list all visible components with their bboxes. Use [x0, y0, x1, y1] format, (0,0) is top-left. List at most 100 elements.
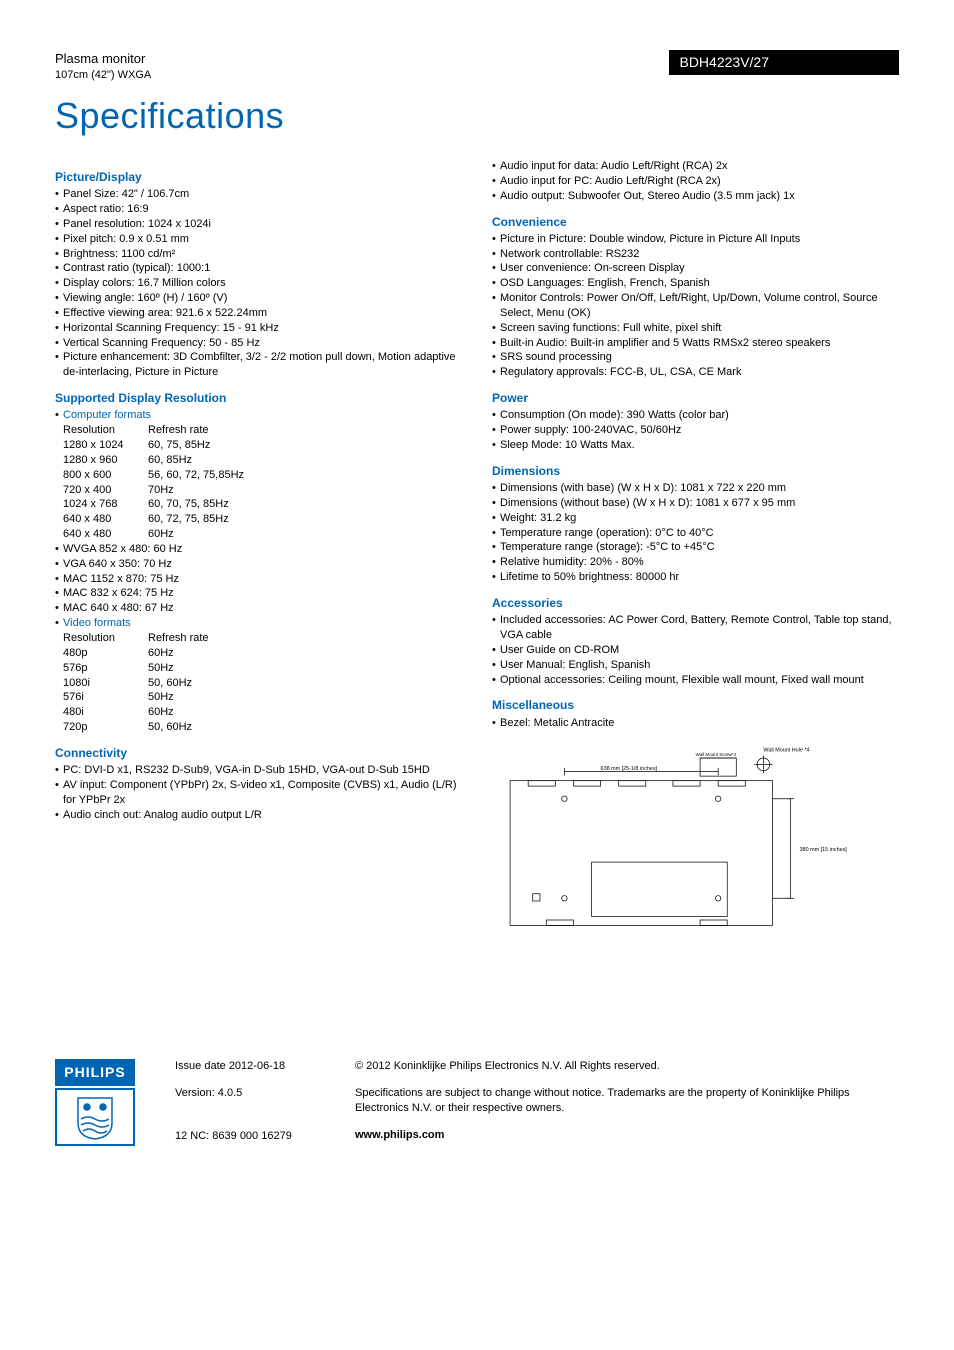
col-header: Refresh rate [148, 423, 462, 438]
spec-item: OSD Languages: English, French, Spanish [492, 276, 899, 291]
logo-shield-icon [55, 1088, 135, 1146]
spec-item: Horizontal Scanning Frequency: 15 - 91 k… [55, 321, 462, 336]
res-cell: 70Hz [148, 483, 462, 498]
computer-formats-table: ResolutionRefresh rate 1280 x 102460, 75… [63, 423, 462, 542]
spec-item: Contrast ratio (typical): 1000:1 [55, 261, 462, 276]
res-cell: 60Hz [148, 705, 462, 720]
left-column: Picture/Display Panel Size: 42" / 106.7c… [55, 159, 462, 949]
spec-item: Lifetime to 50% brightness: 80000 hr [492, 570, 899, 585]
res-cell: 480i [63, 705, 148, 720]
res-cell: 60, 75, 85Hz [148, 438, 462, 453]
spec-item: Built-in Audio: Built-in amplifier and 5… [492, 336, 899, 351]
spec-item: Picture enhancement: 3D Combfilter, 3/2 … [55, 350, 462, 380]
res-cell: 640 x 480 [63, 527, 148, 542]
spec-item: Bezel: Metalic Antracite [492, 716, 899, 731]
website-url: www.philips.com [355, 1128, 899, 1143]
spec-item: Screen saving functions: Full white, pix… [492, 321, 899, 336]
spec-item: Display colors: 16.7 Million colors [55, 276, 462, 291]
computer-formats-label: Computer formats [63, 409, 151, 421]
diagram-height-label: 380 mm [15 inches] [800, 848, 848, 854]
page-header: Plasma monitor 107cm (42") WXGA BDH4223V… [55, 50, 899, 82]
dimensions-head: Dimensions [492, 463, 899, 479]
mounting-diagram: Wall Mount Hole *4 Wall Mount Screw*4 63… [492, 744, 872, 944]
col-header: Resolution [63, 423, 148, 438]
spec-item: Weight: 31.2 kg [492, 511, 899, 526]
spec-item: Audio input for data: Audio Left/Right (… [492, 159, 899, 174]
res-cell: 50Hz [148, 661, 462, 676]
accessories-head: Accessories [492, 595, 899, 611]
diagram-top-label: Wall Mount Hole *4 [763, 748, 809, 754]
res-cell: 60, 85Hz [148, 453, 462, 468]
spec-item: Temperature range (storage): -5°C to +45… [492, 540, 899, 555]
res-cell: 60, 72, 75, 85Hz [148, 512, 462, 527]
res-cell: 50, 60Hz [148, 676, 462, 691]
res-cell: 800 x 600 [63, 468, 148, 483]
nc-number: 12 NC: 8639 000 16279 [175, 1129, 315, 1144]
convenience-list: Picture in Picture: Double window, Pictu… [492, 232, 899, 380]
spec-item: MAC 640 x 480: 67 Hz [55, 601, 462, 616]
col-header: Refresh rate [148, 631, 462, 646]
spec-item: Pixel pitch: 0.9 x 0.51 mm [55, 232, 462, 247]
convenience-head: Convenience [492, 214, 899, 230]
res-cell: 60Hz [148, 646, 462, 661]
res-cell: 576p [63, 661, 148, 676]
dimensions-list: Dimensions (with base) (W x H x D): 1081… [492, 481, 899, 585]
res-cell: 60, 70, 75, 85Hz [148, 497, 462, 512]
right-column: Audio input for data: Audio Left/Right (… [492, 159, 899, 949]
footer-legal: © 2012 Koninklijke Philips Electronics N… [355, 1059, 899, 1154]
spec-item: MAC 1152 x 870: 75 Hz [55, 572, 462, 587]
extra-res-list: WVGA 852 x 480: 60 Hz VGA 640 x 350: 70 … [55, 542, 462, 631]
diagram-screw-label: Wall Mount Screw*4 [696, 753, 737, 758]
accessories-list: Included accessories: AC Power Cord, Bat… [492, 613, 899, 687]
connectivity-list: PC: DVI-D x1, RS232 D-Sub9, VGA-in D-Sub… [55, 763, 462, 822]
spec-item: Panel Size: 42" / 106.7cm [55, 187, 462, 202]
spec-item: Panel resolution: 1024 x 1024i [55, 217, 462, 232]
video-formats-label: Video formats [63, 617, 131, 629]
spec-item: VGA 640 x 350: 70 Hz [55, 557, 462, 572]
video-formats-table: ResolutionRefresh rate 480p60Hz 576p50Hz… [63, 631, 462, 735]
res-cell: 480p [63, 646, 148, 661]
spec-item: WVGA 852 x 480: 60 Hz [55, 542, 462, 557]
page-footer: PHILIPS Issue date 2012-06-18 Version: 4… [55, 1059, 899, 1156]
spec-item: User Manual: English, Spanish [492, 658, 899, 673]
supported-res-head: Supported Display Resolution [55, 390, 462, 406]
spec-item: Consumption (On mode): 390 Watts (color … [492, 408, 899, 423]
copyright: © 2012 Koninklijke Philips Electronics N… [355, 1059, 899, 1074]
version: Version: 4.0.5 [175, 1086, 315, 1101]
col-header: Resolution [63, 631, 148, 646]
res-cell: 50Hz [148, 690, 462, 705]
spec-item: Included accessories: AC Power Cord, Bat… [492, 613, 899, 643]
res-cell: 640 x 480 [63, 512, 148, 527]
spec-item: Effective viewing area: 921.6 x 522.24mm [55, 306, 462, 321]
res-cell: 56, 60, 72, 75,85Hz [148, 468, 462, 483]
res-cell: 720 x 400 [63, 483, 148, 498]
spec-item: Viewing angle: 160º (H) / 160º (V) [55, 291, 462, 306]
picture-display-head: Picture/Display [55, 169, 462, 185]
spec-item: Audio output: Subwoofer Out, Stereo Audi… [492, 189, 899, 204]
connectivity-cont-list: Audio input for data: Audio Left/Right (… [492, 159, 899, 204]
spec-item: Aspect ratio: 16:9 [55, 202, 462, 217]
spec-item: Vertical Scanning Frequency: 50 - 85 Hz [55, 336, 462, 351]
spec-item: PC: DVI-D x1, RS232 D-Sub9, VGA-in D-Sub… [55, 763, 462, 778]
res-cell: 1080i [63, 676, 148, 691]
misc-head: Miscellaneous [492, 697, 899, 713]
res-cell: 1280 x 960 [63, 453, 148, 468]
philips-logo: PHILIPS [55, 1059, 135, 1146]
spec-item: Network controllable: RS232 [492, 247, 899, 262]
spec-item: Optional accessories: Ceiling mount, Fle… [492, 673, 899, 688]
res-cell: 60Hz [148, 527, 462, 542]
spec-item: Dimensions (with base) (W x H x D): 1081… [492, 481, 899, 496]
power-list: Consumption (On mode): 390 Watts (color … [492, 408, 899, 453]
logo-text: PHILIPS [55, 1059, 135, 1086]
res-cell: 1024 x 768 [63, 497, 148, 512]
spec-item: AV input: Component (YPbPr) 2x, S-video … [55, 778, 462, 808]
misc-list: Bezel: Metalic Antracite [492, 716, 899, 731]
res-cell: 576i [63, 690, 148, 705]
res-cell: 720p [63, 720, 148, 735]
spec-item: Picture in Picture: Double window, Pictu… [492, 232, 899, 247]
disclaimer: Specifications are subject to change wit… [355, 1086, 899, 1116]
spec-item: Audio cinch out: Analog audio output L/R [55, 808, 462, 823]
page-title: Specifications [55, 92, 899, 141]
spec-item: Brightness: 1100 cd/m² [55, 247, 462, 262]
power-head: Power [492, 390, 899, 406]
